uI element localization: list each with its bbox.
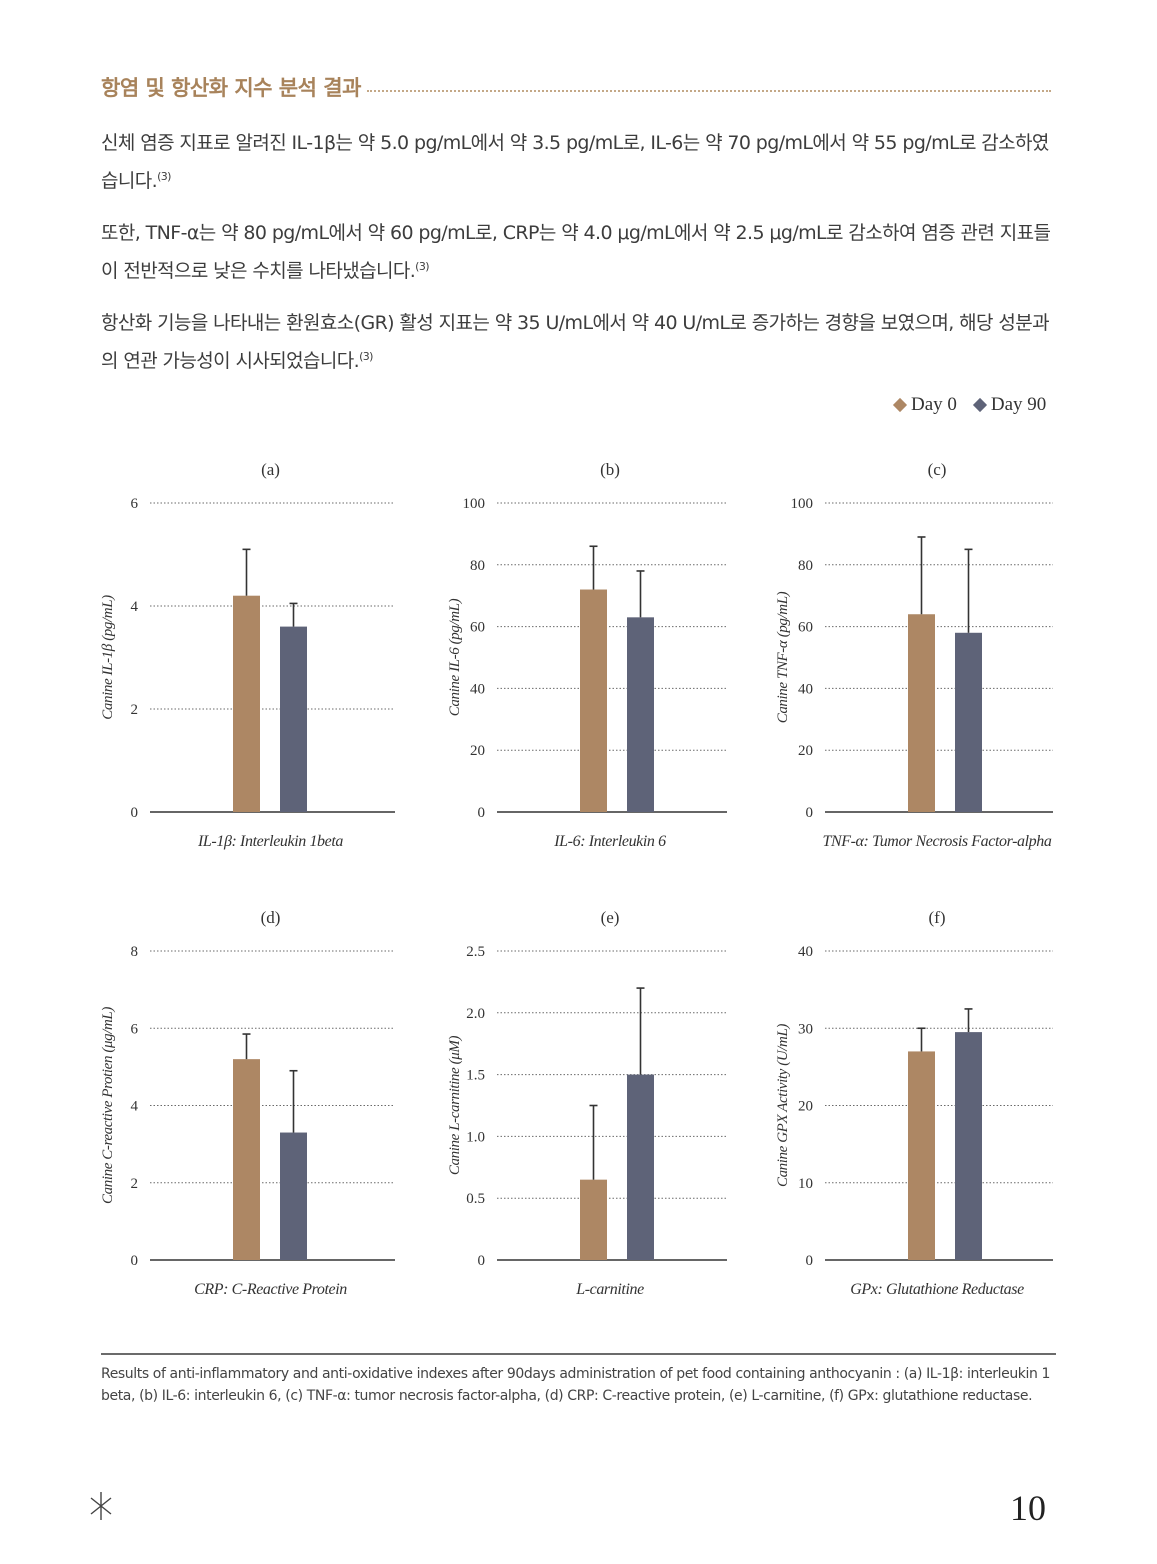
y-axis-label: Canine IL-1β (pg/mL) bbox=[100, 595, 116, 720]
legend-item-day90: Day 90 bbox=[972, 394, 1047, 416]
paragraph-3-text: 항산화 기능을 나타내는 환원효소(GR) 활성 지표는 약 35 U/mL에서… bbox=[101, 312, 1050, 372]
tick-label: 60 bbox=[798, 620, 813, 636]
tick-label: 0.5 bbox=[466, 1191, 485, 1207]
tick-label: 0 bbox=[806, 1253, 814, 1269]
paragraph-2-text: 또한, TNF-α는 약 80 pg/mL에서 약 60 pg/mL로, CRP… bbox=[101, 222, 1051, 282]
x-axis-label: TNF-α: Tumor Necrosis Factor-alpha bbox=[822, 833, 1051, 850]
x-axis-label: L-carnitine bbox=[575, 1281, 644, 1298]
y-axis-label: Canine L-carnitine (μM) bbox=[447, 1036, 463, 1176]
paragraph-1-ref: (3) bbox=[157, 170, 171, 183]
tick-label: 6 bbox=[131, 496, 139, 512]
bar-day0 bbox=[908, 1051, 935, 1260]
tick-label: 6 bbox=[131, 1021, 139, 1037]
tick-label: 0 bbox=[806, 805, 814, 821]
section-title-text: 항염 및 항산화 지수 분석 결과 bbox=[101, 76, 361, 100]
tick-label: 0 bbox=[131, 1253, 139, 1269]
caption-divider bbox=[101, 1353, 1056, 1355]
tick-label: 0 bbox=[478, 805, 486, 821]
legend-label-day0: Day 0 bbox=[911, 394, 957, 415]
bar-day0 bbox=[233, 595, 260, 812]
chart-panel-2: (b) 0 20 40 60 80 100 IL-6: Interleukin 6 Canine… bbox=[447, 460, 727, 850]
tick-label: 40 bbox=[798, 681, 813, 697]
bar-day0 bbox=[233, 1059, 260, 1260]
panel-label: (a) bbox=[261, 460, 280, 479]
y-axis-label: Canine TNF-α (pg/mL) bbox=[775, 591, 791, 723]
bar-day90 bbox=[627, 1074, 654, 1260]
tick-label: 30 bbox=[798, 1021, 813, 1037]
chart-panel-5: (e) 0 0.5 1.0 1.5 2.0 2.5 L-carnitine Canine L-c… bbox=[447, 908, 727, 1298]
bar-day0 bbox=[580, 589, 607, 812]
legend-item-day0: Day 0 bbox=[892, 394, 957, 416]
y-axis-label: Canine IL-6 (pg/mL) bbox=[447, 598, 463, 716]
tick-label: 2.5 bbox=[466, 944, 485, 960]
x-axis-label: CRP: C-Reactive Protein bbox=[194, 1281, 347, 1298]
chart-panel-3: (c) 0 20 40 60 80 100 TNF-α: Tumor Necrosis Fac… bbox=[775, 460, 1053, 850]
bar-day0 bbox=[580, 1179, 607, 1260]
tick-label: 2.0 bbox=[466, 1006, 485, 1022]
panel-label: (e) bbox=[601, 908, 620, 927]
tick-label: 4 bbox=[131, 1099, 139, 1115]
paragraph-2-ref: (3) bbox=[415, 260, 429, 273]
y-axis-label: Canine C-reactive Protien (μg/mL) bbox=[100, 1007, 116, 1204]
tick-label: 80 bbox=[798, 558, 813, 574]
bar-day90 bbox=[955, 632, 982, 812]
tick-label: 40 bbox=[470, 681, 485, 697]
y-axis-label: Canine GPX Activity (U/mL) bbox=[775, 1024, 791, 1187]
bar-day0 bbox=[908, 614, 935, 812]
panel-label: (d) bbox=[261, 908, 281, 927]
paragraph-3-ref: (3) bbox=[359, 350, 373, 363]
paragraph-2: 또한, TNF-α는 약 80 pg/mL에서 약 60 pg/mL로, CRP… bbox=[101, 216, 1061, 288]
tick-label: 20 bbox=[470, 743, 485, 759]
chart-panel-6: (f) 0 10 20 30 40 GPx: Glutathione Reductase Ca… bbox=[775, 908, 1053, 1298]
tick-label: 80 bbox=[470, 558, 485, 574]
paragraph-1-text: 신체 염증 지표로 알려진 IL-1β는 약 5.0 pg/mL에서 약 3.5… bbox=[101, 132, 1049, 192]
charts-grid: (a) 0 2 4 6 IL-1β: Interleukin 1beta Canine IL… bbox=[100, 460, 1053, 1298]
bar-day90 bbox=[280, 1132, 307, 1260]
page-number: 10 bbox=[1010, 1488, 1046, 1528]
tick-label: 20 bbox=[798, 1099, 813, 1115]
figure-caption: Results of anti-inflammatory and anti-ox… bbox=[101, 1366, 1051, 1404]
x-axis-label: IL-1β: Interleukin 1beta bbox=[197, 833, 343, 850]
diamond-icon bbox=[892, 397, 908, 413]
tick-label: 100 bbox=[791, 496, 814, 512]
bar-day90 bbox=[955, 1032, 982, 1260]
tick-label: 0 bbox=[478, 1253, 486, 1269]
chart-panel-4: (d) 0 2 4 6 8 CRP: C-Reactive Protein Canine C-… bbox=[100, 908, 395, 1298]
tick-label: 10 bbox=[798, 1176, 813, 1192]
panel-label: (f) bbox=[929, 908, 946, 927]
tick-label: 4 bbox=[131, 599, 139, 615]
x-axis-label: IL-6: Interleukin 6 bbox=[553, 833, 666, 850]
chart-panel-1: (a) 0 2 4 6 IL-1β: Interleukin 1beta Canine IL… bbox=[100, 460, 395, 850]
tick-label: 60 bbox=[470, 620, 485, 636]
legend-label-day90: Day 90 bbox=[990, 394, 1047, 415]
paragraph-1: 신체 염증 지표로 알려진 IL-1β는 약 5.0 pg/mL에서 약 3.5… bbox=[101, 126, 1061, 198]
chart-legend: Day 0 Day 90 bbox=[892, 394, 1047, 416]
tick-label: 2 bbox=[131, 1176, 139, 1192]
tick-label: 20 bbox=[798, 743, 813, 759]
bar-day90 bbox=[280, 626, 307, 812]
x-axis-label: GPx: Glutathione Reductase bbox=[850, 1281, 1024, 1298]
tick-label: 100 bbox=[463, 496, 486, 512]
tick-label: 40 bbox=[798, 944, 813, 960]
paragraph-3: 항산화 기능을 나타내는 환원효소(GR) 활성 지표는 약 35 U/mL에서… bbox=[101, 306, 1061, 378]
diamond-icon bbox=[972, 397, 987, 413]
panel-label: (c) bbox=[928, 460, 947, 479]
bar-day90 bbox=[627, 617, 654, 812]
tick-label: 1.5 bbox=[466, 1068, 485, 1084]
tick-label: 1.0 bbox=[466, 1129, 485, 1145]
panel-label: (b) bbox=[600, 460, 620, 479]
section-title: 항염 및 항산화 지수 분석 결과 bbox=[101, 70, 1051, 104]
tick-label: 8 bbox=[131, 944, 139, 960]
tick-label: 0 bbox=[131, 805, 139, 821]
title-dotted-rule bbox=[366, 90, 1051, 92]
star-icon bbox=[90, 1492, 112, 1520]
tick-label: 2 bbox=[131, 702, 139, 718]
